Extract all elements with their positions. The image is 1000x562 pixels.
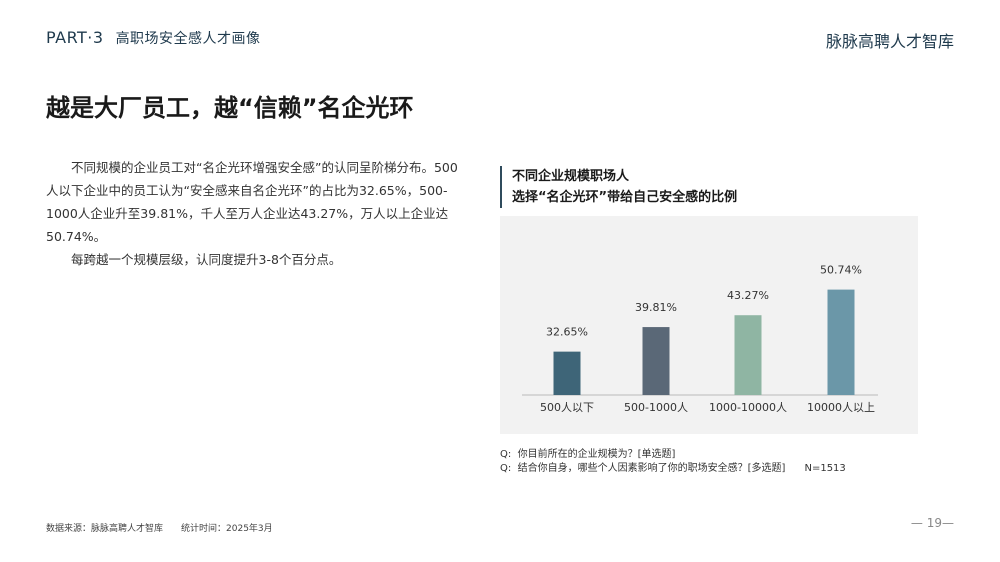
body-text: 不同规模的企业员工对“名企光环增强安全感”的认同呈阶梯分布。500人以下企业中的… — [46, 156, 466, 271]
x-tick-label: 1000-10000人 — [709, 401, 787, 414]
x-tick-label: 500-1000人 — [624, 401, 688, 414]
x-tick-label: 10000人以上 — [807, 401, 875, 414]
page-number: — 19— — [910, 516, 954, 530]
part-label: PART·3 高职场安全感人才画像 — [46, 28, 261, 48]
bar — [553, 351, 581, 395]
bar-value-label: 43.27% — [727, 289, 769, 302]
body-paragraph-2: 每跨越一个规模层级，认同度提升3-8个百分点。 — [71, 252, 342, 267]
stat-time: 统计时间：2025年3月 — [181, 524, 273, 534]
bar — [642, 327, 670, 395]
brand-name: 脉脉高聘人才智库 — [825, 32, 954, 51]
x-tick-label: 500人以下 — [540, 401, 594, 414]
footer: 数据来源：脉脉高聘人才智库 统计时间：2025年3月 — [46, 521, 273, 534]
bar-value-label: 50.74% — [820, 264, 862, 277]
bar — [827, 289, 855, 395]
body-paragraph-1: 不同规模的企业员工对“名企光环增强安全感”的认同呈阶梯分布。500人以下企业中的… — [46, 160, 458, 244]
bar — [734, 315, 762, 395]
survey-question-2: Q: 结合你自身，哪些个人因素影响了你的职场安全感？[多选题] N=1513 — [500, 463, 846, 474]
bar-value-label: 39.81% — [635, 301, 677, 314]
section-title: 高职场安全感人才画像 — [115, 31, 261, 47]
bar-value-label: 32.65% — [546, 326, 588, 339]
chart-title: 不同企业规模职场人 选择“名企光环”带给自己安全感的比例 — [500, 166, 737, 208]
chart-title-line-1: 不同企业规模职场人 — [512, 169, 630, 184]
chart-title-line-2: 选择“名企光环”带给自己安全感的比例 — [512, 190, 738, 205]
chart-panel: 32.65% 500人以下 39.81% 500-1000人 43.27% 1000-10… — [500, 216, 918, 434]
survey-question-1: Q: 你目前所在的企业规模为？[单选题] — [500, 449, 676, 460]
bar-chart: 32.65% 500人以下 39.81% 500-1000人 43.27% 1000-10… — [522, 264, 878, 414]
part-number: PART·3 — [46, 28, 104, 47]
data-source: 数据来源：脉脉高聘人才智库 — [46, 524, 164, 534]
page-headline: 越是大厂员工，越“信赖”名企光环 — [46, 94, 414, 122]
survey-notes: Q: 你目前所在的企业规模为？[单选题] Q: 结合你自身，哪些个人因素影响了你… — [500, 448, 846, 476]
